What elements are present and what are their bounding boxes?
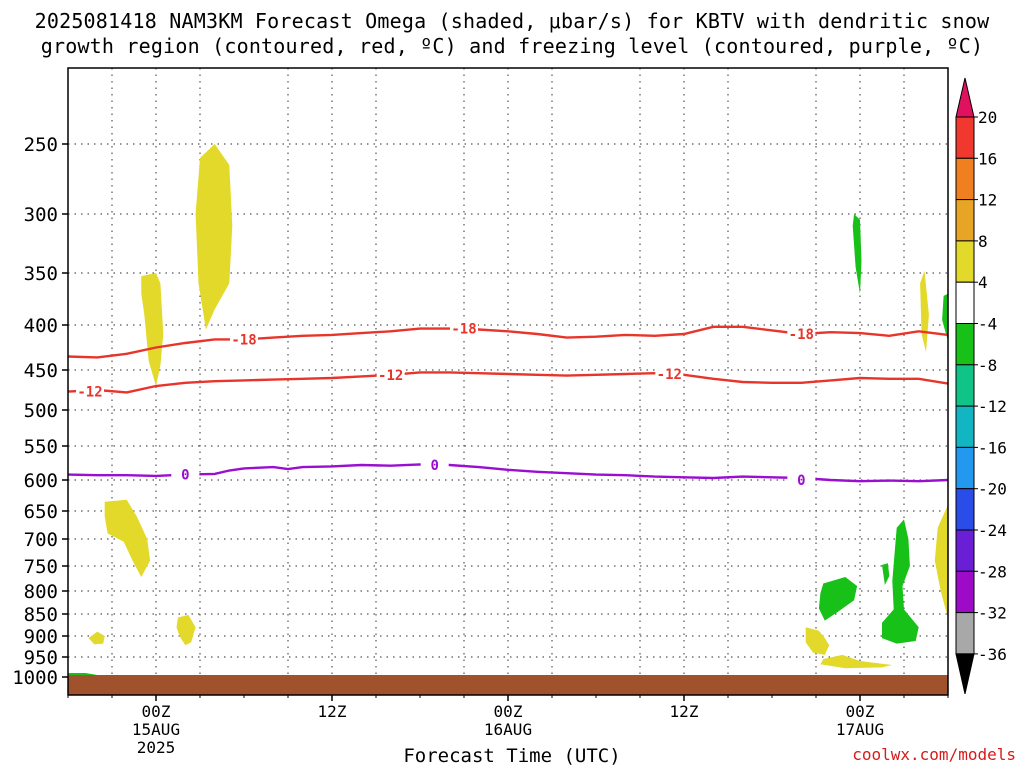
x-tick-date-label: 16AUG (484, 720, 532, 739)
contour-label-bg (171, 466, 200, 483)
colorbar-label: 20 (978, 108, 997, 127)
contour-label: 0 (430, 458, 438, 474)
contour-label: -18 (231, 332, 256, 348)
y-tick-label: 250 (24, 134, 58, 156)
y-tick-label: 800 (24, 581, 58, 603)
omega-shade-region (195, 144, 233, 330)
omega-shade-region (934, 504, 948, 619)
x-tick-label: 00Z (846, 702, 875, 721)
omega-shade-region (88, 631, 105, 645)
colorbar-segment (955, 323, 975, 366)
omega-shade-region (942, 293, 948, 342)
y-tick-label: 650 (24, 501, 58, 523)
contour-label: -18 (451, 322, 476, 338)
contour-label-bg (450, 320, 478, 337)
colorbar-label: -12 (978, 397, 1007, 416)
omega-shade-region (882, 563, 890, 585)
y-tick-label: 950 (24, 647, 58, 669)
y-tick-label: 900 (24, 626, 58, 648)
chart-title-line-2: growth region (contoured, red, ºC) and f… (40, 34, 984, 58)
contour-label-bg (787, 472, 816, 488)
x-tick-label: 00Z (142, 702, 171, 721)
contour-label-bg (420, 457, 449, 474)
contour-label-bg (787, 326, 816, 342)
colorbar-label: -16 (978, 438, 1007, 457)
y-tick-label: 750 (24, 556, 58, 578)
y-tick-label: 600 (24, 470, 58, 492)
colorbar-label: -28 (978, 562, 1007, 581)
colorbar-top-arrow (955, 77, 975, 118)
colorbar-label: 12 (978, 191, 997, 210)
x-tick-label: 12Z (670, 702, 699, 721)
omega-shade-region (104, 499, 151, 577)
contour-label-bg (76, 383, 104, 400)
colorbar-label: 8 (978, 232, 988, 251)
colorbar-segment (955, 364, 975, 407)
omega-shade-region (805, 627, 830, 655)
x-axis-label: Forecast Time (UTC) (403, 745, 621, 767)
y-tick-label: 350 (24, 263, 58, 285)
x-tick-label: 12Z (318, 702, 347, 721)
y-tick-label: 300 (24, 204, 58, 226)
colorbar-label: -24 (978, 521, 1007, 540)
colorbar-label: -4 (978, 315, 997, 334)
contour-label-bg (230, 331, 258, 348)
x-tick-year-label: 2025 (137, 738, 176, 757)
contour-line (67, 371, 949, 394)
omega-shade-region (852, 214, 862, 294)
y-tick-label: 550 (24, 436, 58, 458)
contour-label: -12 (657, 367, 682, 383)
y-tick-label: 500 (24, 400, 58, 422)
contour-label: 0 (797, 473, 805, 489)
omega-shade-region (68, 673, 98, 676)
colorbar-segment (955, 488, 975, 531)
colorbar-bottom-arrow (955, 653, 975, 695)
colorbar-segment (955, 446, 975, 490)
colorbar-segment (955, 529, 975, 572)
colorbar-segment (955, 116, 975, 159)
colorbar-segment (955, 570, 975, 614)
omega-shade-region (141, 273, 164, 386)
y-tick-label: 850 (24, 604, 58, 626)
colorbar-segment (955, 240, 975, 283)
y-tick-label: 700 (24, 529, 58, 551)
terrain-fill (68, 675, 948, 695)
colorbar-label: -20 (978, 480, 1007, 499)
colorbar-label: -36 (978, 645, 1007, 664)
colorbar-label: 16 (978, 149, 997, 168)
contour-label: -12 (378, 368, 403, 384)
omega-shade-region (820, 654, 893, 669)
omega-shade-region (176, 614, 196, 646)
credit-link[interactable]: coolwx.com/models (852, 745, 1016, 764)
contour-label-bg (376, 366, 405, 383)
colorbar-segment (955, 199, 975, 242)
colorbar-segment (955, 281, 975, 325)
omega-shade-region (818, 577, 858, 621)
contour-label: -12 (77, 385, 102, 401)
colorbar-label: 4 (978, 273, 988, 292)
colorbar-label: -8 (978, 356, 997, 375)
contour-label-bg (655, 366, 684, 382)
y-tick-label: 450 (24, 360, 58, 382)
colorbar-segment (955, 157, 975, 201)
colorbar-segment (955, 405, 975, 448)
colorbar-label: -32 (978, 604, 1007, 623)
contour-label: -18 (789, 327, 814, 343)
contour-label: 0 (181, 468, 189, 484)
y-tick-label: 1000 (12, 667, 58, 689)
y-tick-label: 400 (24, 315, 58, 337)
x-tick-label: 00Z (494, 702, 523, 721)
x-tick-date-label: 15AUG (132, 720, 180, 739)
omega-shade-region (882, 519, 919, 644)
chart-title-line-1: 2025081418 NAM3KM Forecast Omega (shaded… (34, 9, 990, 33)
x-tick-date-label: 17AUG (836, 720, 884, 739)
colorbar-segment (955, 612, 975, 655)
